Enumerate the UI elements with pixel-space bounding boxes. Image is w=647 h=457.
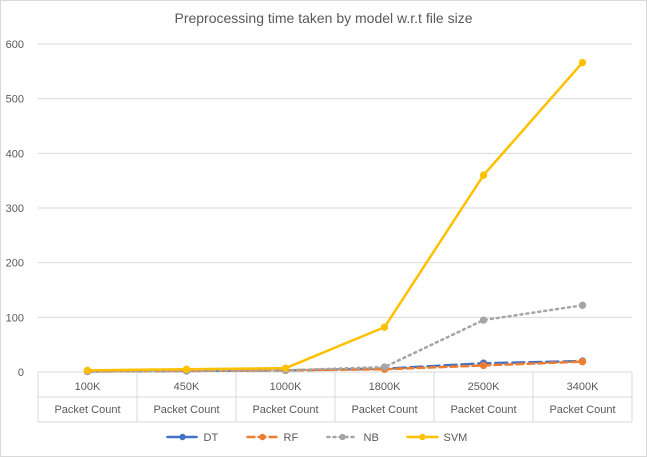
data-point-nb (380, 363, 389, 371)
y-tick-label: 0 (18, 367, 24, 379)
x-group-label: Packet Count (450, 404, 516, 416)
data-point-svm (380, 323, 389, 331)
y-tick-label: 300 (6, 203, 24, 215)
data-point-nb (578, 301, 587, 310)
data-point-svm (578, 58, 587, 67)
legend-marker-dt (179, 433, 186, 441)
y-tick-label: 600 (6, 39, 24, 51)
x-tick-label: 1000K (270, 381, 302, 393)
x-tick-label: 3400K (567, 381, 599, 393)
legend-label-nb: NB (364, 432, 379, 444)
y-tick-label: 200 (6, 258, 24, 270)
legend-label-dt: DT (204, 432, 219, 444)
x-tick-label: 100K (75, 381, 101, 393)
legend-label-rf: RF (284, 432, 299, 444)
data-point-svm (479, 171, 488, 179)
y-tick-label: 500 (6, 94, 24, 106)
data-point-rf (578, 357, 587, 366)
series-line-svm (86, 61, 584, 372)
x-tick-label: 2500K (468, 381, 500, 393)
legend-marker-svm (419, 433, 426, 441)
data-point-nb (479, 316, 488, 324)
series-line-nb (86, 304, 584, 373)
y-tick-label: 400 (6, 148, 24, 160)
x-group-label: Packet Count (549, 404, 615, 416)
data-point-svm (281, 364, 290, 372)
x-group-label: Packet Count (153, 404, 219, 416)
legend-marker-rf (259, 433, 266, 441)
legend-label-svm: SVM (444, 432, 468, 444)
x-group-label: Packet Count (54, 404, 120, 416)
data-point-svm (182, 365, 191, 373)
x-group-label: Packet Count (351, 404, 417, 416)
x-tick-label: 1800K (369, 381, 401, 393)
data-point-svm (83, 366, 92, 375)
chart-title: Preprocessing time taken by model w.r.t … (174, 10, 473, 26)
x-group-label: Packet Count (252, 404, 318, 416)
x-tick-label: 450K (174, 381, 200, 393)
y-tick-label: 100 (6, 312, 24, 324)
legend-marker-nb (339, 433, 346, 441)
data-point-rf (479, 361, 488, 370)
